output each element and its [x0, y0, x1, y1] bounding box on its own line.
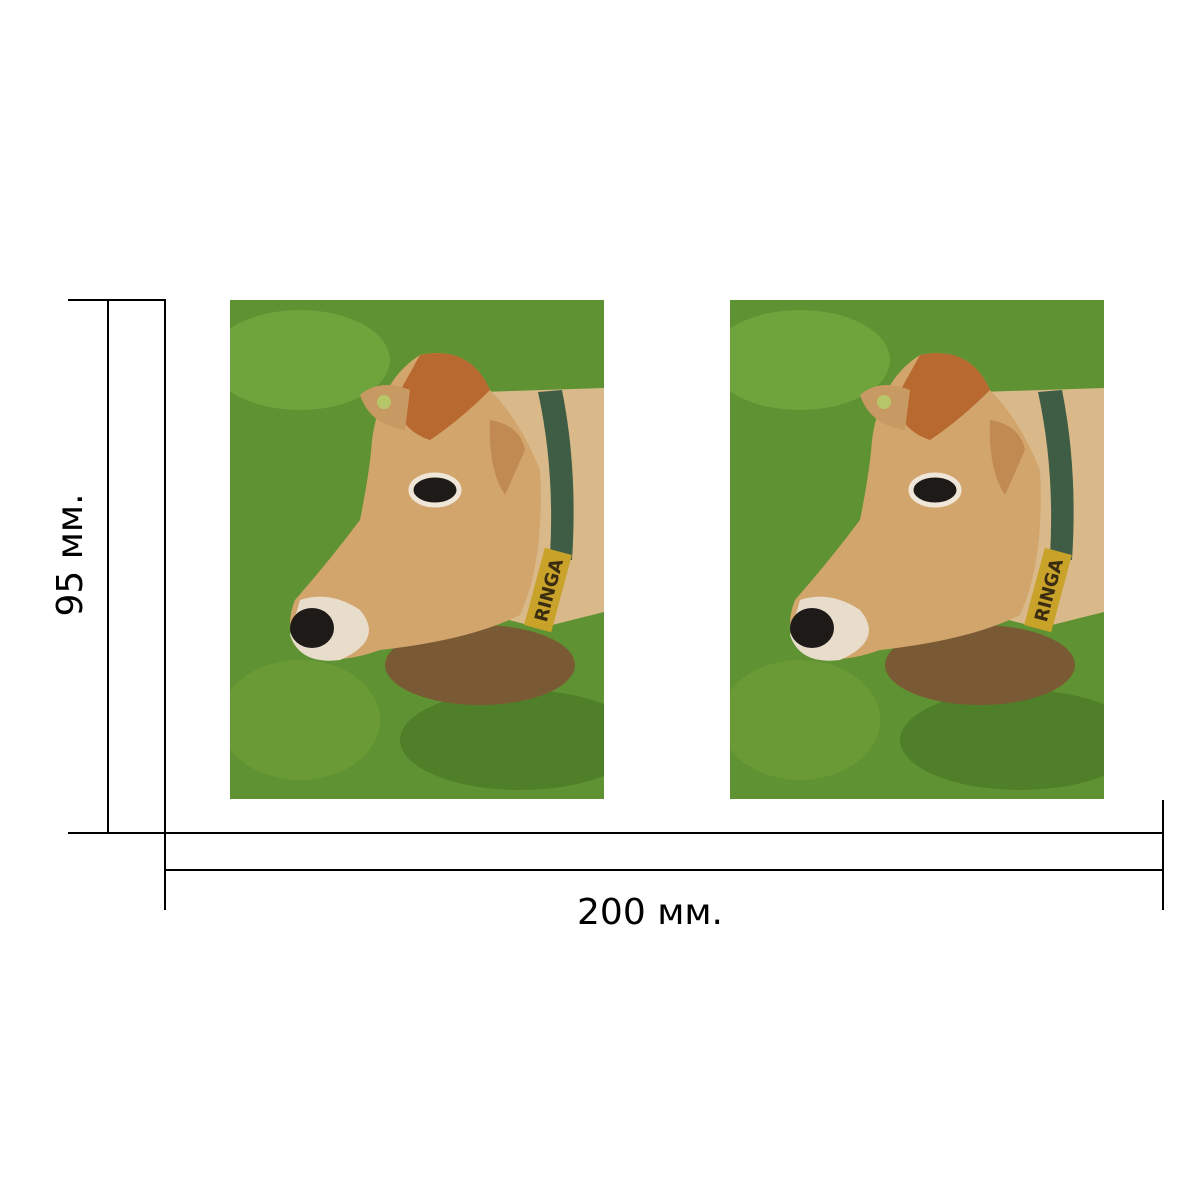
- cow-head: [290, 353, 541, 659]
- cow-photo: RINGA: [230, 300, 604, 799]
- grass-patch: [230, 660, 380, 780]
- width-dimension: 200 мм.: [164, 800, 1164, 933]
- cow-photo-copy: [710, 300, 1140, 799]
- cow-eye: [408, 472, 462, 508]
- grass-patch: [230, 310, 390, 410]
- collar: [538, 390, 574, 560]
- cow-forehead: [395, 353, 490, 440]
- grass-patch: [400, 690, 604, 790]
- height-dimension: 95 мм.: [50, 299, 166, 834]
- width-label: 200 мм.: [577, 892, 723, 933]
- tag: [524, 547, 572, 633]
- cow-nose: [290, 608, 334, 648]
- height-label: 95 мм.: [50, 493, 91, 616]
- ear-tag: [377, 395, 391, 409]
- dirt-patch: [385, 625, 575, 705]
- cow-ear: [489, 420, 525, 495]
